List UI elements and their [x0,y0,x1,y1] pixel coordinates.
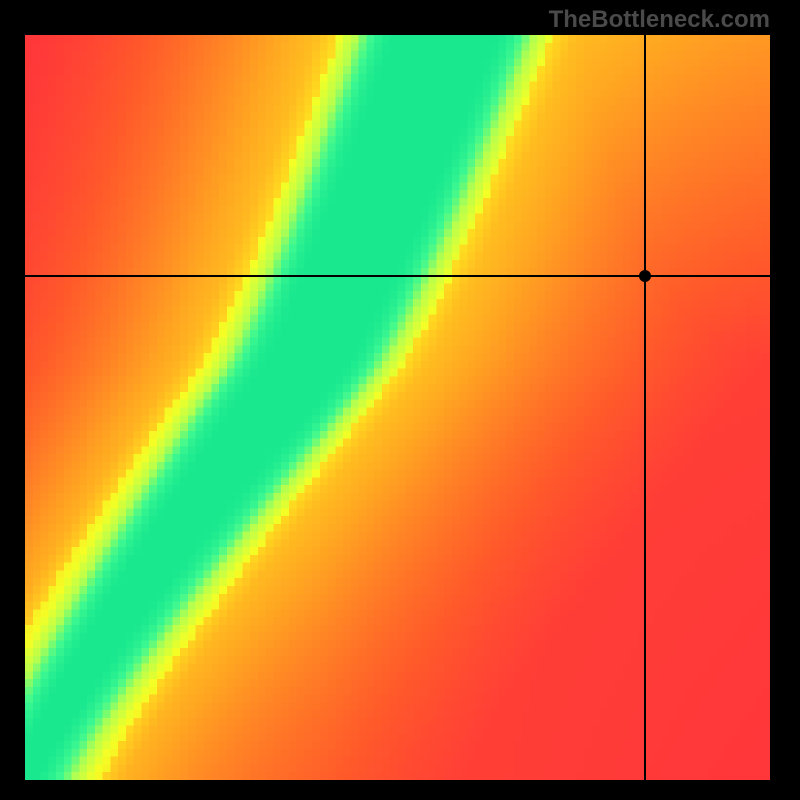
chart-container: TheBottleneck.com [0,0,800,800]
crosshair-vertical [644,35,646,780]
bottleneck-heatmap [25,35,770,780]
crosshair-marker-dot [639,270,651,282]
crosshair-horizontal [25,275,770,277]
watermark-text: TheBottleneck.com [549,6,770,34]
